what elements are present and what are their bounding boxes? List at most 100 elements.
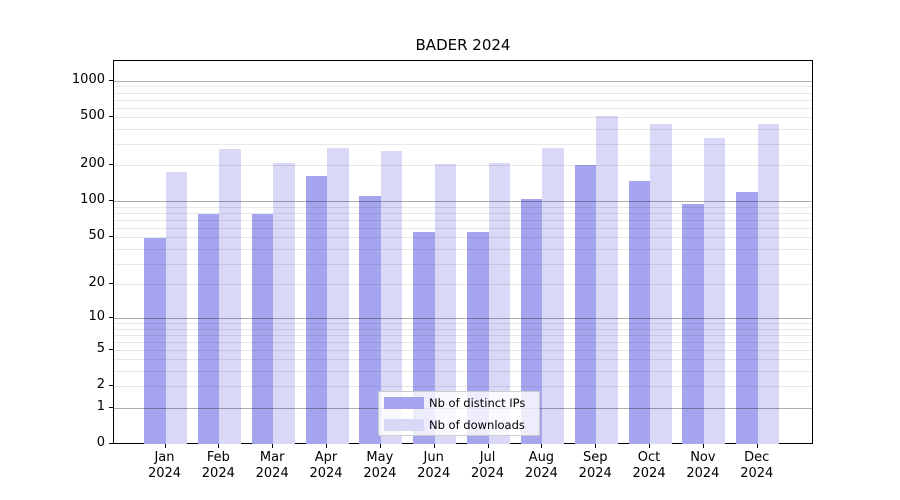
x-tick-year: 2024 bbox=[686, 466, 720, 481]
x-tick-year: 2024 bbox=[201, 466, 235, 481]
x-tick-mark bbox=[702, 443, 704, 448]
gridline-minor bbox=[114, 237, 812, 239]
bar-downloads-aug bbox=[542, 148, 564, 444]
gridline-minor bbox=[114, 99, 812, 101]
bar-downloads-jan bbox=[165, 172, 187, 444]
x-tick-label: May 2024 bbox=[348, 450, 412, 482]
gridline-minor bbox=[114, 144, 812, 146]
x-tick-mark bbox=[595, 443, 597, 448]
chart-title: BADER 2024 bbox=[415, 36, 511, 54]
x-tick-year: 2024 bbox=[524, 466, 558, 481]
x-tick-label: Dec 2024 bbox=[725, 450, 789, 482]
x-tick-label: Oct 2024 bbox=[617, 450, 681, 482]
bar-downloads-jul bbox=[488, 163, 511, 444]
bar-distinct-ips-jan bbox=[144, 238, 166, 444]
x-tick-mark bbox=[487, 443, 489, 448]
x-tick-year: 2024 bbox=[309, 466, 343, 481]
gridline-minor bbox=[114, 213, 812, 215]
y-tick-mark bbox=[108, 348, 113, 350]
y-tick-mark bbox=[108, 316, 113, 318]
x-tick-label: Jun 2024 bbox=[402, 450, 466, 482]
legend: Nb of distinct IPs Nb of downloads bbox=[378, 391, 540, 436]
gridline-major bbox=[114, 317, 812, 319]
y-tick-label: 100 bbox=[80, 192, 105, 208]
bar-distinct-ips-oct bbox=[628, 181, 651, 444]
bar-distinct-ips-apr bbox=[305, 176, 328, 444]
x-tick-year: 2024 bbox=[363, 466, 397, 481]
y-tick-label: 10 bbox=[88, 308, 105, 324]
x-tick-label: Sep 2024 bbox=[563, 450, 627, 482]
bar-downloads-mar bbox=[273, 162, 295, 444]
y-tick-label: 1000 bbox=[71, 71, 105, 87]
bar-downloads-nov bbox=[703, 137, 726, 444]
x-tick-year: 2024 bbox=[578, 466, 612, 481]
x-tick-mark bbox=[756, 443, 758, 448]
gridline-minor bbox=[114, 107, 812, 109]
gridline-minor bbox=[114, 206, 812, 208]
x-tick-year: 2024 bbox=[470, 466, 505, 481]
y-tick-label: 2 bbox=[96, 377, 105, 393]
y-tick-label: 500 bbox=[80, 108, 105, 124]
y-tick-mark bbox=[108, 79, 113, 81]
bar-downloads-feb bbox=[219, 149, 241, 444]
x-tick-mark bbox=[433, 443, 435, 448]
bar-distinct-ips-feb bbox=[197, 214, 220, 444]
x-tick-year: 2024 bbox=[417, 466, 451, 481]
gridline-minor bbox=[114, 263, 812, 265]
bar-distinct-ips-aug bbox=[520, 199, 543, 444]
gridline-minor bbox=[114, 334, 812, 336]
legend-item-distinct-ips: Nb of distinct IPs bbox=[384, 396, 534, 410]
x-tick-month: Feb bbox=[206, 450, 230, 465]
y-tick-label: 200 bbox=[80, 156, 105, 172]
y-tick-mark bbox=[108, 443, 113, 444]
x-tick-month: Aug bbox=[528, 450, 555, 465]
bar-downloads-may bbox=[380, 151, 403, 444]
gridline-minor bbox=[114, 117, 812, 119]
gridline-minor bbox=[114, 349, 812, 351]
y-tick-label: 20 bbox=[88, 275, 105, 290]
y-tick-label: 1 bbox=[96, 398, 105, 414]
y-tick-label: 0 bbox=[96, 435, 105, 450]
x-tick-label: Jul 2024 bbox=[456, 450, 520, 482]
bar-distinct-ips-may bbox=[359, 196, 381, 444]
bar-distinct-ips-mar bbox=[251, 213, 274, 444]
y-tick-mark bbox=[108, 406, 113, 408]
gridline-minor bbox=[114, 371, 812, 373]
x-tick-mark bbox=[218, 443, 220, 448]
gridline-minor bbox=[114, 86, 812, 88]
bar-distinct-ips-nov bbox=[682, 204, 704, 444]
x-tick-month: Apr bbox=[314, 450, 338, 465]
gridline-minor bbox=[114, 227, 812, 229]
x-tick-month: Sep bbox=[582, 450, 608, 465]
gridline-minor bbox=[114, 248, 812, 250]
x-tick-month: Mar bbox=[259, 450, 285, 465]
bar-downloads-dec bbox=[757, 124, 780, 444]
bar-distinct-ips-dec bbox=[736, 191, 758, 444]
legend-swatch-distinct-ips bbox=[384, 396, 424, 409]
gridline-minor bbox=[114, 219, 812, 221]
x-tick-mark bbox=[272, 443, 274, 448]
y-tick-mark bbox=[108, 164, 113, 166]
legend-item-downloads: Nb of downloads bbox=[384, 418, 534, 432]
bar-downloads-jun bbox=[434, 163, 457, 444]
x-tick-year: 2024 bbox=[632, 466, 666, 481]
x-tick-month: Jul bbox=[479, 450, 496, 465]
x-tick-mark bbox=[326, 443, 328, 448]
x-tick-month: Jan bbox=[154, 450, 175, 465]
x-tick-month: Oct bbox=[637, 450, 661, 465]
y-tick-mark bbox=[108, 200, 113, 202]
y-tick-mark bbox=[108, 236, 113, 238]
legend-label-distinct-ips: Nb of distinct IPs bbox=[429, 395, 526, 410]
bar-downloads-oct bbox=[650, 124, 672, 444]
x-tick-mark bbox=[164, 443, 166, 448]
x-tick-mark bbox=[541, 443, 543, 448]
x-tick-month: Dec bbox=[744, 450, 770, 465]
x-tick-month: Jun bbox=[423, 450, 444, 465]
x-tick-mark bbox=[379, 443, 381, 448]
bar-distinct-ips-sep bbox=[574, 165, 597, 444]
gridline-minor bbox=[114, 129, 812, 131]
x-tick-label: Nov 2024 bbox=[671, 450, 735, 482]
legend-label-downloads: Nb of downloads bbox=[429, 417, 525, 432]
gridline-minor bbox=[114, 323, 812, 324]
